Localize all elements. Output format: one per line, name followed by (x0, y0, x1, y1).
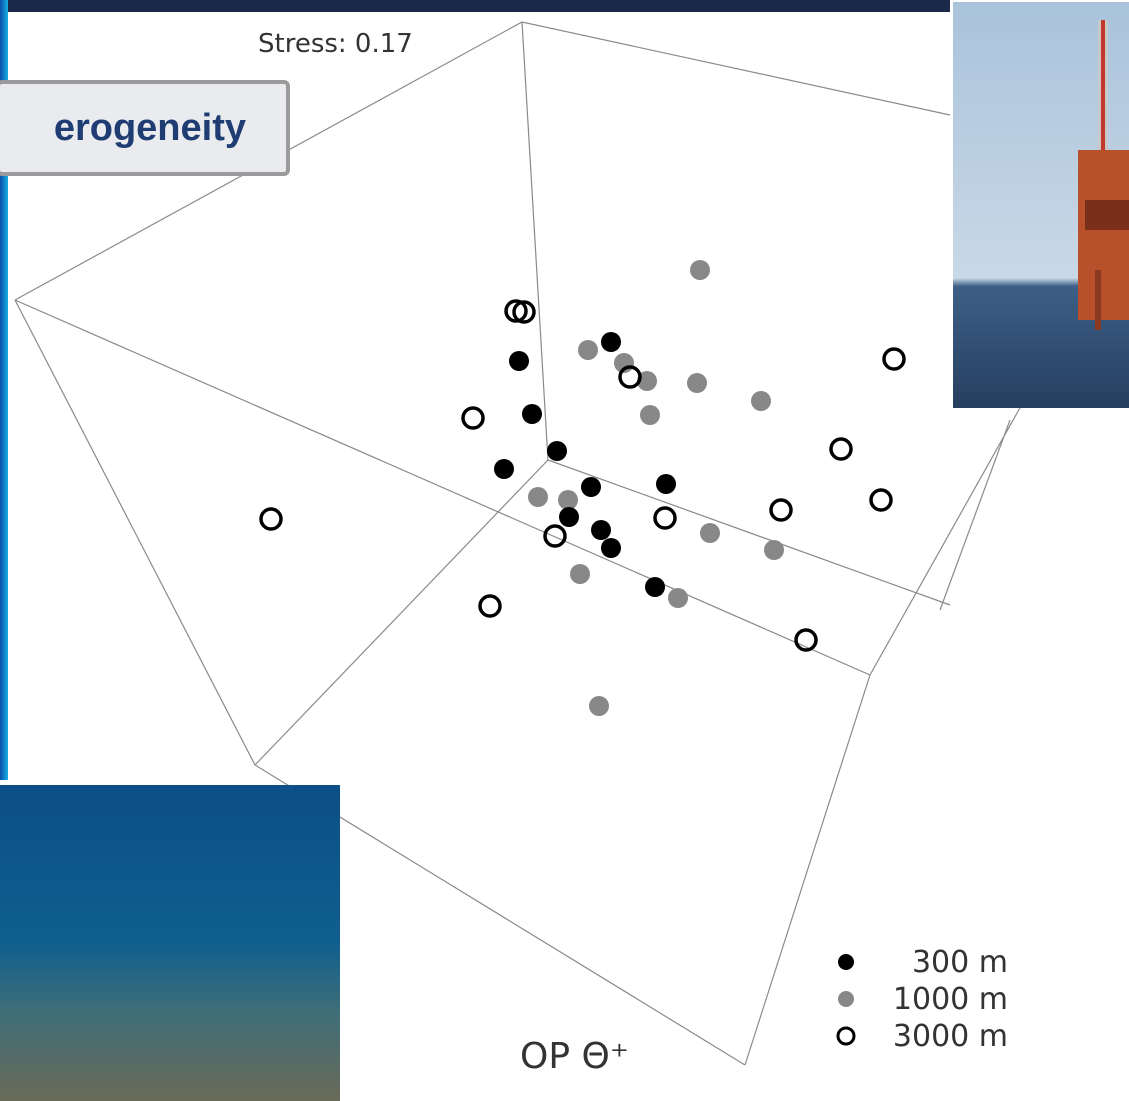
points (259, 260, 906, 716)
stress-label: Stress: 0.17 (258, 29, 413, 59)
legend-label: 3000 m (893, 1019, 1008, 1054)
legend-marker (838, 954, 854, 970)
legend-label: 1000 m (893, 982, 1008, 1017)
legend-label: 300 m (912, 945, 1008, 980)
points-300 (494, 332, 676, 597)
frame (14, 21, 1031, 1066)
seafloor-photo (0, 785, 340, 1101)
points-3000 (259, 299, 906, 652)
top-bar (0, 0, 950, 12)
legend-marker (836, 1026, 856, 1046)
axis-label: OP Θ⁺ (520, 1036, 629, 1077)
points-1000 (528, 260, 784, 716)
platform-photo (953, 2, 1129, 408)
side-strip (0, 0, 8, 780)
slide-heading: erogeneity (0, 80, 290, 176)
legend-marker (838, 991, 854, 1007)
